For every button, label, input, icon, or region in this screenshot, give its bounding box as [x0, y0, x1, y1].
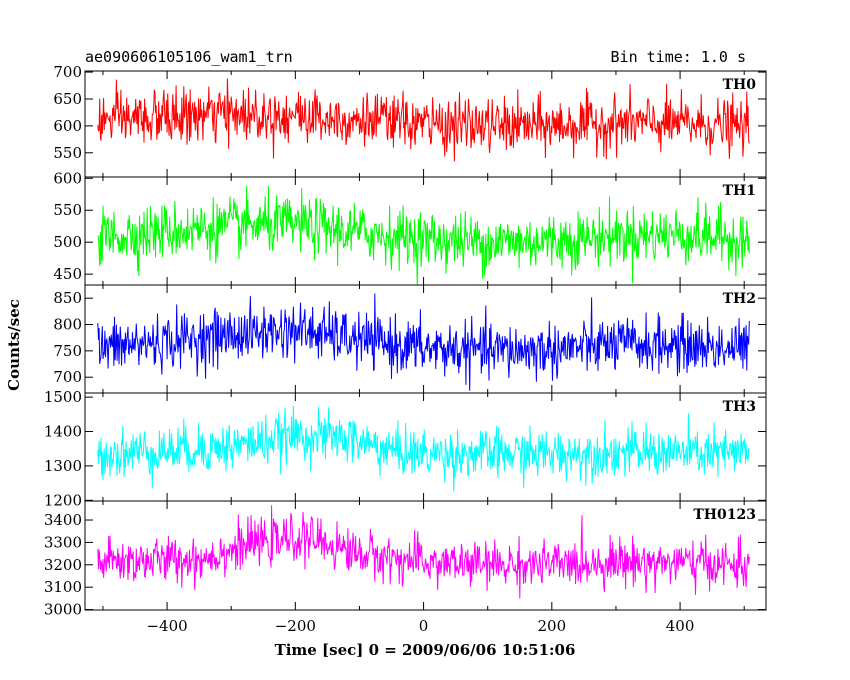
panel-label: TH3	[723, 399, 756, 415]
y-tick-label: 700	[53, 63, 82, 81]
y-tick-label: 850	[53, 289, 82, 307]
figure-title: ae090606105106_wam1_trn	[85, 48, 293, 66]
series-line-th3	[97, 405, 750, 492]
x-axis-title: Time [sec] 0 = 2009/06/06 10:51:06	[275, 641, 576, 659]
x-tick-label: −200	[275, 617, 316, 635]
panel-label: TH0123	[693, 507, 756, 523]
y-tick-label: 600	[53, 117, 82, 135]
series-line-th0123	[97, 505, 750, 599]
y-tick-label: 500	[53, 233, 82, 251]
panels-group: 550 600 650 700 TH0 450 500 550 600 TH1 700 750 800 8…	[44, 63, 767, 635]
panel-th0: 550 600 650 700 TH0	[53, 63, 767, 178]
y-tick-label: 1500	[44, 388, 82, 406]
y-tick-label: 700	[53, 368, 82, 386]
panel-th3: 1200 1300 1400 1500 TH3	[44, 388, 767, 509]
y-tick-label: 1400	[44, 423, 82, 441]
panel-th1: 450 500 550 600 TH1	[53, 169, 767, 286]
y-axis-title: Counts/sec	[5, 299, 23, 391]
y-tick-label: 450	[53, 265, 82, 283]
bin-time-label: Bin time: 1.0 s	[611, 48, 746, 66]
panel-frame	[84, 284, 767, 394]
y-tick-label: 550	[53, 201, 82, 219]
y-tick-label: 3100	[44, 578, 82, 596]
y-tick-label: 3300	[44, 533, 82, 551]
x-tick-label: −400	[146, 617, 187, 635]
x-tick-label: 200	[538, 617, 567, 635]
panel-th0123: 3000 3100 3200 3300 3400 TH0123	[44, 500, 767, 619]
series-line-th2	[97, 293, 750, 391]
y-tick-label: 550	[53, 144, 82, 162]
y-tick-label: 1300	[44, 457, 82, 475]
panel-label: TH1	[723, 183, 756, 199]
y-tick-label: 3400	[44, 511, 82, 529]
y-tick-label: 650	[53, 90, 82, 108]
panel-th2: 700 750 800 850 TH2	[53, 284, 767, 394]
y-tick-label: 3200	[44, 556, 82, 574]
series-line-th1	[97, 185, 750, 285]
panel-label: TH0	[723, 77, 757, 93]
y-tick-label: 750	[53, 342, 82, 360]
y-tick-label: 800	[53, 316, 82, 334]
y-tick-label: 600	[53, 169, 82, 187]
series-line-th0	[97, 78, 750, 162]
x-tick-label: 400	[666, 617, 695, 635]
y-tick-label: 3000	[44, 601, 82, 619]
x-tick-label: 0	[419, 617, 429, 635]
y-tick-label: 1200	[44, 491, 82, 509]
panel-frame	[84, 500, 767, 611]
panel-label: TH2	[723, 291, 756, 307]
